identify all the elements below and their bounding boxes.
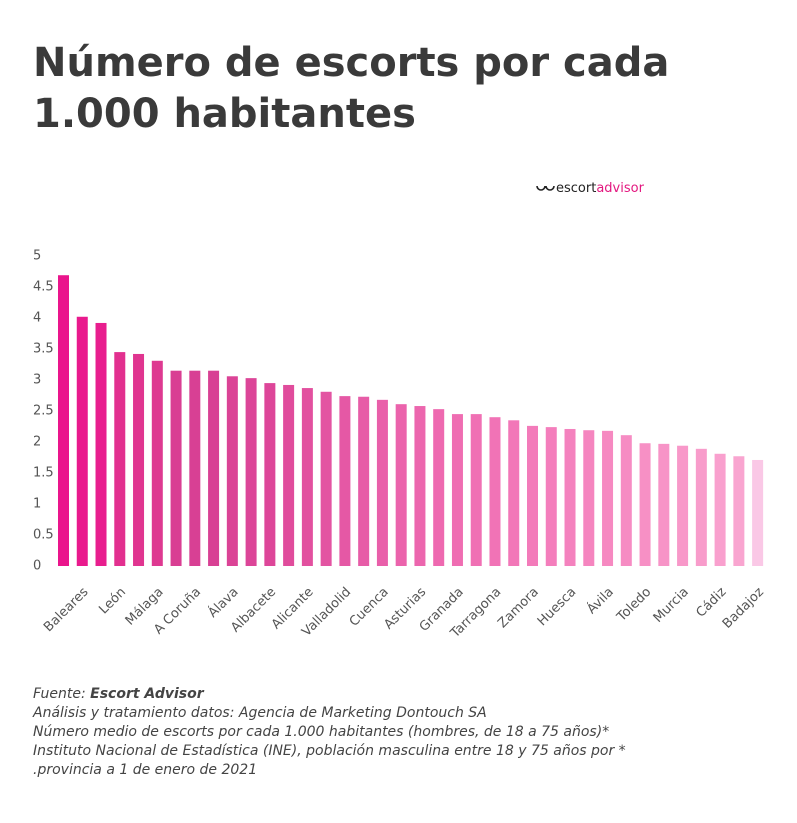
logo-part: advisor: [596, 181, 644, 196]
bar: [470, 414, 482, 566]
bar: [189, 370, 201, 566]
bar: [414, 406, 426, 566]
logo-text: escortadvisor: [556, 181, 645, 196]
bar: [245, 378, 257, 566]
x-tick-label: Huesca: [535, 585, 579, 629]
y-tick-label: 0: [33, 559, 41, 574]
bar: [170, 370, 182, 566]
bar: [133, 353, 145, 566]
bar: [358, 396, 370, 566]
bar: [695, 448, 707, 566]
bar: [76, 316, 88, 566]
x-tick-label: León: [96, 585, 129, 618]
bar: [395, 404, 407, 566]
logo: escortadvisor: [536, 181, 645, 196]
bar: [451, 414, 463, 566]
x-tick-label: Toledo: [614, 585, 655, 626]
x-tick-label: Badajoz: [720, 585, 767, 632]
bar: [733, 456, 745, 566]
bar: [677, 445, 689, 566]
x-tick-label: Baleares: [41, 585, 92, 636]
bar: [620, 435, 632, 566]
bar: [151, 360, 163, 566]
bar: [95, 322, 107, 566]
bar: [489, 417, 501, 566]
x-tick-label: Murcia: [651, 585, 692, 626]
bar: [527, 425, 538, 566]
y-tick-label: 5: [33, 249, 41, 264]
bar: [545, 427, 557, 566]
chart-title: 1.000 habitantes: [33, 91, 416, 137]
source-name: Escort Advisor: [90, 686, 205, 702]
bar: [714, 453, 726, 566]
bar: [339, 396, 351, 566]
bar: [433, 409, 445, 566]
bar: [114, 352, 126, 566]
x-tick-label: Ávila: [584, 584, 617, 617]
logo-part: escort: [556, 181, 596, 196]
bar: [58, 275, 69, 566]
footer-line: Número medio de escorts por cada 1.000 h…: [33, 724, 609, 740]
x-tick-label: Cádiz: [694, 585, 730, 621]
footer-line: .provincia a 1 de enero de 2021: [33, 762, 257, 778]
bar: [283, 384, 295, 566]
bar: [508, 420, 520, 566]
bar: [376, 399, 388, 566]
chart-title: Número de escorts por cada: [33, 40, 669, 86]
bar: [564, 428, 576, 566]
bar: [320, 391, 332, 566]
x-tick-label: Zamora: [495, 585, 542, 632]
bar: [264, 383, 276, 566]
y-tick-label: 1: [33, 497, 41, 512]
bar: [752, 459, 764, 566]
source-label: Fuente:: [33, 686, 90, 702]
y-tick-label: 1.5: [33, 466, 54, 481]
footer-line: Análisis y tratamiento datos: Agencia de…: [32, 705, 487, 721]
y-tick-label: 3.5: [33, 342, 54, 357]
y-tick-label: 4: [33, 311, 41, 326]
bar: [301, 388, 313, 566]
footer-source: Fuente: Escort Advisor: [33, 686, 205, 702]
bar: [658, 443, 670, 566]
x-tick-label: Álava: [205, 584, 242, 621]
logo-icon: [536, 185, 555, 191]
bar: [602, 430, 614, 566]
y-tick-label: 4.5: [33, 280, 54, 295]
footer-line: Instituto Nacional de Estadística (INE),…: [33, 743, 626, 759]
bar: [639, 443, 651, 566]
bar: [208, 370, 220, 566]
y-tick-label: 2: [33, 435, 41, 450]
bar: [583, 430, 595, 566]
y-tick-label: 3: [33, 373, 41, 388]
bar: [226, 376, 238, 566]
y-tick-label: 0.5: [33, 528, 54, 543]
y-tick-label: 2.5: [33, 404, 54, 419]
